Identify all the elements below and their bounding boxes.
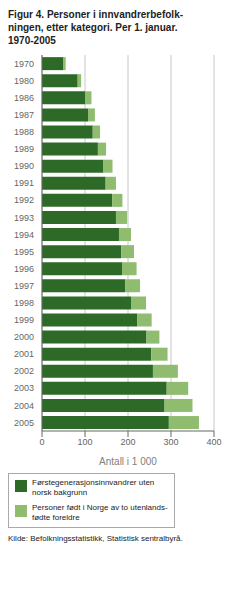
svg-text:Antall i 1 000: Antall i 1 000 [99, 456, 157, 467]
html-text:Førstegenerasjonsinnvandrer ut: Førstegenerasjonsinnvandrer uten norsk b… [32, 478, 155, 497]
svg-text:400: 400 [206, 437, 221, 447]
svg-text:1997: 1997 [14, 281, 34, 291]
svg-text:2001: 2001 [14, 349, 34, 359]
svg-text:100: 100 [77, 437, 92, 447]
svg-text:1970: 1970 [14, 59, 34, 69]
html-text:Personer født i Norge av to ut: Personer født i Norge av to utenlands- f… [32, 503, 168, 522]
svg-text:1980: 1980 [14, 76, 34, 86]
svg-text:200: 200 [120, 437, 135, 447]
svg-text:2004: 2004 [14, 401, 34, 411]
svg-text:0: 0 [39, 437, 44, 447]
svg-text:1994: 1994 [14, 230, 34, 240]
svg-text:2002: 2002 [14, 366, 34, 376]
svg-text:1995: 1995 [14, 247, 34, 257]
svg-text:2003: 2003 [14, 383, 34, 393]
svg-text:1987: 1987 [14, 110, 34, 120]
svg-text:1990: 1990 [14, 161, 34, 171]
svg-text:1999: 1999 [14, 315, 34, 325]
svg-text:300: 300 [163, 437, 178, 447]
svg-text:1996: 1996 [14, 264, 34, 274]
svg-text:1986: 1986 [14, 93, 34, 103]
svg-text:1988: 1988 [14, 127, 34, 137]
html-text:Kilde: Befolkningsstatistikk,: Kilde: Befolkningsstatistikk, Statistisk… [8, 534, 183, 543]
svg-text:1993: 1993 [14, 213, 34, 223]
svg-text:1991: 1991 [14, 178, 34, 188]
svg-text:1992: 1992 [14, 195, 34, 205]
svg-text:1989: 1989 [14, 144, 34, 154]
svg-text:2000: 2000 [14, 332, 34, 342]
svg-text:1998: 1998 [14, 298, 34, 308]
svg-text:2005: 2005 [14, 418, 34, 428]
html-text:Figur 4. Personer i innvandrer: Figur 4. Personer i innvandrerbefolk- ni… [8, 9, 183, 46]
